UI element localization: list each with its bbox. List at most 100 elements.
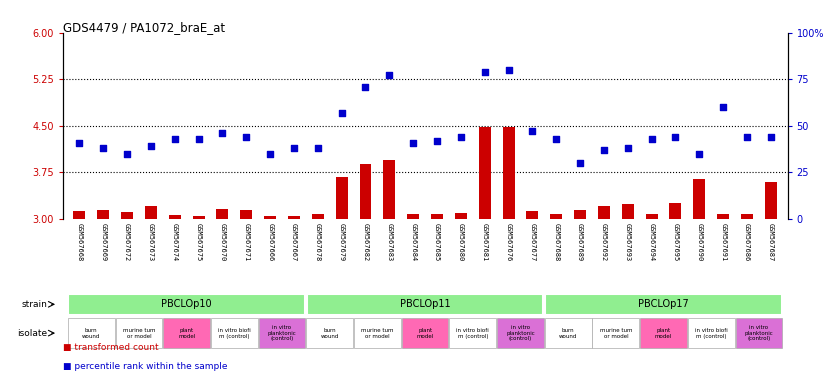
- Bar: [693, 179, 706, 219]
- Bar: [741, 214, 753, 219]
- Text: GSM567670: GSM567670: [219, 223, 226, 261]
- Point: [716, 104, 730, 110]
- Text: GSM567676: GSM567676: [506, 223, 512, 261]
- Text: GSM567667: GSM567667: [291, 223, 297, 261]
- Text: plant
model: plant model: [178, 328, 196, 339]
- Bar: [74, 212, 85, 219]
- Text: GSM567687: GSM567687: [767, 223, 774, 261]
- Point: [502, 67, 515, 73]
- Point: [145, 143, 158, 149]
- Bar: [550, 214, 562, 219]
- Text: PBCLOp10: PBCLOp10: [161, 299, 212, 310]
- Bar: [598, 207, 610, 219]
- Bar: [545, 294, 782, 315]
- Text: GSM567686: GSM567686: [744, 223, 750, 261]
- Point: [669, 134, 682, 140]
- Text: murine tum
or model: murine tum or model: [599, 328, 632, 339]
- Point: [311, 145, 324, 151]
- Bar: [306, 318, 353, 348]
- Bar: [455, 213, 466, 219]
- Point: [406, 139, 420, 146]
- Point: [263, 151, 277, 157]
- Bar: [336, 177, 348, 219]
- Point: [645, 136, 658, 142]
- Text: burn
wound: burn wound: [320, 328, 339, 339]
- Text: GSM567677: GSM567677: [529, 223, 535, 261]
- Text: plant
model: plant model: [416, 328, 434, 339]
- Text: GDS4479 / PA1072_braE_at: GDS4479 / PA1072_braE_at: [63, 21, 225, 34]
- Text: strain: strain: [22, 300, 48, 309]
- Point: [240, 134, 253, 140]
- Text: GSM567671: GSM567671: [243, 223, 249, 261]
- Bar: [307, 294, 543, 315]
- Point: [692, 151, 706, 157]
- Point: [454, 134, 467, 140]
- Bar: [258, 318, 305, 348]
- Text: GSM567684: GSM567684: [410, 223, 416, 261]
- Text: GSM567682: GSM567682: [363, 223, 369, 261]
- Bar: [765, 182, 777, 219]
- Text: GSM567666: GSM567666: [268, 223, 273, 261]
- Point: [741, 134, 754, 140]
- Text: ■ transformed count: ■ transformed count: [63, 343, 158, 352]
- Text: GSM567685: GSM567685: [434, 223, 440, 261]
- Text: GSM567680: GSM567680: [458, 223, 464, 261]
- Bar: [450, 318, 496, 348]
- Text: in vitro
planktonic
(control): in vitro planktonic (control): [745, 325, 773, 341]
- Bar: [288, 217, 300, 219]
- Text: PBCLOp11: PBCLOp11: [400, 299, 451, 310]
- Bar: [354, 318, 400, 348]
- Bar: [402, 318, 448, 348]
- Point: [597, 147, 610, 153]
- Point: [621, 145, 635, 151]
- Bar: [264, 217, 276, 219]
- Point: [573, 160, 587, 166]
- Bar: [115, 318, 162, 348]
- Bar: [192, 217, 205, 219]
- Point: [359, 84, 372, 90]
- Bar: [97, 210, 110, 219]
- Point: [764, 134, 777, 140]
- Text: in vitro
planktonic
(control): in vitro planktonic (control): [268, 325, 297, 341]
- Bar: [593, 318, 640, 348]
- Bar: [359, 164, 371, 219]
- Text: GSM567669: GSM567669: [100, 223, 106, 261]
- Bar: [384, 160, 395, 219]
- Text: GSM567690: GSM567690: [696, 223, 702, 261]
- Text: GSM567681: GSM567681: [482, 223, 487, 261]
- Bar: [545, 318, 592, 348]
- Bar: [527, 212, 538, 219]
- Bar: [407, 214, 419, 219]
- Bar: [497, 318, 544, 348]
- Text: GSM567689: GSM567689: [577, 223, 583, 261]
- Point: [383, 73, 396, 79]
- Text: GSM567693: GSM567693: [624, 223, 631, 261]
- Text: GSM567692: GSM567692: [601, 223, 607, 261]
- Text: GSM567675: GSM567675: [196, 223, 201, 261]
- Bar: [431, 214, 443, 219]
- Text: GSM567668: GSM567668: [76, 223, 83, 261]
- Bar: [502, 127, 514, 219]
- Bar: [68, 318, 115, 348]
- Bar: [645, 214, 658, 219]
- Point: [526, 128, 539, 134]
- Text: GSM567691: GSM567691: [720, 223, 726, 261]
- Bar: [211, 318, 257, 348]
- Text: isolate: isolate: [18, 329, 48, 338]
- Text: murine tum
or model: murine tum or model: [361, 328, 394, 339]
- Bar: [169, 215, 181, 219]
- Text: in vitro
planktonic
(control): in vitro planktonic (control): [506, 325, 535, 341]
- Bar: [622, 204, 634, 219]
- Bar: [479, 127, 491, 219]
- Bar: [736, 318, 782, 348]
- Text: GSM567673: GSM567673: [148, 223, 154, 261]
- Text: burn
wound: burn wound: [82, 328, 100, 339]
- Text: burn
wound: burn wound: [559, 328, 578, 339]
- Point: [192, 136, 206, 142]
- Bar: [240, 210, 252, 219]
- Text: GSM567679: GSM567679: [339, 223, 344, 261]
- Text: GSM567674: GSM567674: [171, 223, 178, 261]
- Text: GSM567672: GSM567672: [124, 223, 130, 261]
- Point: [120, 151, 134, 157]
- Point: [431, 137, 444, 144]
